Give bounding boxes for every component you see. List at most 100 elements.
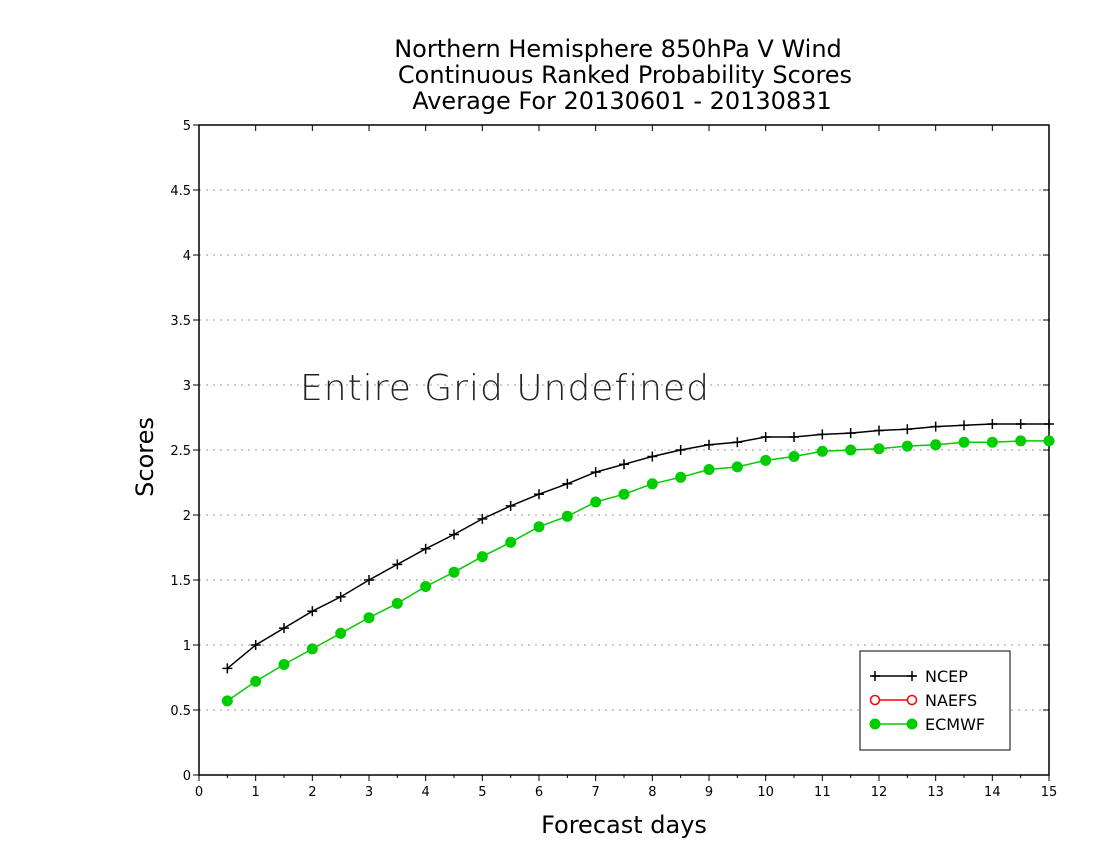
data-point-ecmwf <box>505 536 517 548</box>
y-tick-label-8: 4 <box>183 249 191 264</box>
data-point-ncep <box>987 419 998 429</box>
y-tick-label-2: 1 <box>183 639 191 654</box>
data-point-ncep <box>959 420 969 431</box>
data-point-ncep <box>1044 419 1054 429</box>
y-tick-label-4: 2 <box>183 509 191 524</box>
data-point-ecmwf <box>221 695 233 707</box>
x-tick-label-12: 12 <box>871 785 888 800</box>
data-point-ecmwf <box>845 444 857 456</box>
y-tick-label-0: 0 <box>183 769 191 784</box>
title-line-1: Northern Hemisphere 850hPa V Wind <box>394 35 842 63</box>
data-point-ecmwf <box>646 478 658 490</box>
data-point-ecmwf <box>788 451 800 462</box>
y-axis-title: Scores <box>131 417 159 497</box>
data-point-ecmwf <box>816 445 828 457</box>
data-point-ncep <box>732 437 743 448</box>
x-tick-label-0: 0 <box>195 785 203 800</box>
data-point-ncep <box>789 432 799 442</box>
x-tick-label-10: 10 <box>757 785 774 800</box>
y-tick-label-6: 3 <box>183 379 191 394</box>
data-point-ecmwf <box>618 488 630 500</box>
data-point-ncep <box>647 451 658 462</box>
grid-lines <box>199 189 1049 711</box>
data-point-ecmwf <box>1015 435 1027 447</box>
x-tick-label-11: 11 <box>814 785 831 800</box>
data-point-ncep <box>449 529 459 540</box>
data-point-ncep <box>704 439 714 450</box>
y-tick-label-5: 2.5 <box>170 444 191 459</box>
data-point-ncep <box>505 500 516 511</box>
data-point-ncep <box>420 543 431 554</box>
legend-item-naefs: NAEFS <box>869 691 977 710</box>
data-point-ecmwf <box>363 612 375 624</box>
data-point-ncep <box>619 459 629 470</box>
x-tick-label-2: 2 <box>308 785 316 800</box>
x-axis-ticks: 0 1 2 3 4 5 6 7 8 9 10 11 12 13 14 15 <box>195 125 1057 800</box>
title-line-2: Continuous Ranked Probability Scores <box>398 61 852 89</box>
data-point-ncep <box>902 424 913 435</box>
y-axis-ticks: 0 0.5 1 1.5 2 2.5 3 3.5 4 4.5 5 <box>170 119 1049 784</box>
data-point-ncep <box>1015 419 1026 429</box>
data-point-ncep <box>222 663 233 674</box>
data-point-ecmwf <box>335 627 347 639</box>
data-point-ncep <box>562 478 573 489</box>
data-point-ncep <box>307 606 318 617</box>
data-point-ecmwf <box>590 496 602 508</box>
data-point-ncep <box>534 489 544 500</box>
data-point-ecmwf <box>703 464 715 475</box>
x-tick-label-6: 6 <box>535 785 543 800</box>
x-tick-label-5: 5 <box>478 785 486 800</box>
y-tick-label-9: 4.5 <box>170 184 191 199</box>
legend-marker-left-ecmwf <box>869 718 881 730</box>
series-ncep <box>222 419 1054 674</box>
y-tick-label-7: 3.5 <box>170 314 191 329</box>
legend-marker-right-ncep <box>907 671 917 681</box>
legend-item-ecmwf: ECMWF <box>869 715 985 734</box>
x-tick-label-8: 8 <box>648 785 656 800</box>
data-point-ecmwf <box>731 461 743 473</box>
data-point-ncep <box>675 445 686 455</box>
legend-label-ecmwf: ECMWF <box>925 715 985 734</box>
title-line-3: Average For 20130601 - 20130831 <box>412 87 832 115</box>
data-point-ecmwf <box>306 643 318 655</box>
y-tick-label-3: 1.5 <box>170 574 191 589</box>
data-point-ncep <box>930 421 941 432</box>
y-tick-label-1: 0.5 <box>170 704 191 719</box>
undefined-grid-annotation: Entire Grid Undefined <box>300 368 710 409</box>
legend-marker-right-naefs <box>906 694 918 706</box>
legend-marker-left-ncep <box>870 671 880 681</box>
x-tick-label-3: 3 <box>365 785 373 800</box>
y-tick-label-10: 5 <box>183 119 191 134</box>
data-point-ecmwf <box>901 440 913 452</box>
data-point-ncep <box>250 640 261 650</box>
data-point-ncep <box>392 559 403 570</box>
data-point-ncep <box>760 432 771 442</box>
data-point-ncep <box>874 425 884 436</box>
data-point-ncep <box>364 575 374 585</box>
x-tick-label-15: 15 <box>1041 785 1058 800</box>
legend-label-ncep: NCEP <box>925 667 968 686</box>
data-point-ecmwf <box>958 436 970 448</box>
x-tick-label-14: 14 <box>984 785 1001 800</box>
legend-box <box>859 650 1011 751</box>
data-point-ecmwf <box>873 443 885 455</box>
series-ecmwf <box>221 435 1055 707</box>
data-point-ecmwf <box>561 510 573 522</box>
data-point-ecmwf <box>448 566 460 578</box>
legend: NCEP NAEFS ECMWF <box>859 650 1011 751</box>
data-series <box>221 419 1055 707</box>
data-point-ecmwf <box>250 675 262 687</box>
x-tick-label-1: 1 <box>252 785 260 800</box>
chart-title: Northern Hemisphere 850hPa V Wind Contin… <box>394 35 852 115</box>
data-point-ecmwf <box>760 454 772 466</box>
x-tick-label-9: 9 <box>705 785 713 800</box>
data-point-ecmwf <box>533 521 545 533</box>
data-point-ncep <box>335 591 346 602</box>
series-line-ncep <box>226 423 1049 669</box>
data-point-ecmwf <box>1043 435 1055 447</box>
data-point-ecmwf <box>675 471 687 483</box>
data-point-ncep <box>279 623 289 634</box>
legend-item-ncep: NCEP <box>870 667 968 686</box>
data-point-ecmwf <box>986 436 998 448</box>
